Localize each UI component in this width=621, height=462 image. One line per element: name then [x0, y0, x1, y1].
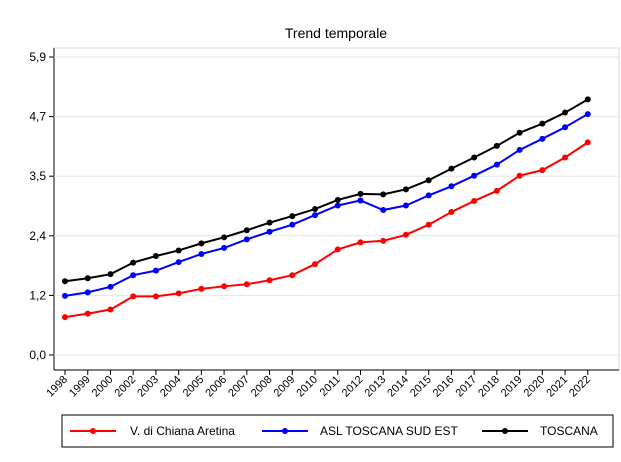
data-point	[62, 292, 68, 299]
legend-label: TOSCANA	[540, 424, 598, 438]
y-tick-label: 2,4	[29, 229, 46, 243]
data-point	[584, 111, 591, 118]
data-point	[334, 202, 341, 209]
data-point	[584, 96, 591, 103]
data-point	[312, 206, 319, 213]
grid-lines	[54, 56, 619, 356]
data-point	[357, 197, 364, 204]
data-point	[357, 190, 364, 197]
data-point	[380, 191, 387, 198]
data-point	[266, 228, 273, 235]
data-point	[175, 259, 182, 266]
data-point	[584, 139, 591, 146]
data-point	[380, 207, 387, 214]
legend-marker	[282, 428, 288, 434]
data-point	[562, 109, 569, 116]
data-point	[402, 186, 409, 193]
y-tick-label: 0,0	[29, 348, 46, 362]
data-point	[221, 283, 228, 290]
legend-marker	[90, 428, 96, 434]
data-point	[448, 165, 455, 172]
series-line	[64, 141, 589, 319]
data-point	[539, 167, 546, 174]
data-point	[516, 172, 523, 179]
data-point	[62, 278, 68, 285]
data-point	[539, 135, 546, 142]
data-point	[562, 124, 569, 131]
data-point	[471, 197, 478, 204]
data-point	[357, 239, 364, 246]
data-point	[448, 183, 455, 190]
data-point	[539, 120, 546, 127]
data-point	[243, 236, 250, 243]
data-point	[312, 212, 319, 219]
data-point	[175, 247, 182, 254]
legend-label: V. di Chiana Aretina	[130, 424, 235, 438]
data-point	[471, 172, 478, 179]
chart-title: Trend temporale	[285, 25, 387, 41]
data-point	[402, 202, 409, 209]
data-point	[289, 213, 296, 220]
data-point	[243, 227, 250, 234]
series-line	[64, 98, 589, 283]
data-point	[107, 306, 114, 313]
y-tick-label: 5,9	[29, 50, 46, 64]
data-point	[107, 283, 114, 290]
data-point	[152, 293, 159, 300]
data-point	[198, 285, 205, 292]
data-point	[152, 253, 159, 260]
data-point	[516, 129, 523, 136]
data-point	[198, 250, 205, 257]
data-point	[84, 310, 91, 317]
data-point	[471, 154, 478, 161]
data-point	[198, 240, 205, 247]
data-point	[493, 142, 500, 149]
data-point	[425, 221, 432, 228]
data-point	[493, 187, 500, 194]
data-point	[130, 259, 137, 266]
data-point	[334, 246, 341, 253]
y-axis-ticks: 0,0 1,2 2,4 3,5 4,7 5,9	[29, 50, 54, 362]
data-point	[312, 261, 319, 268]
data-point	[130, 293, 137, 300]
data-point	[221, 244, 228, 251]
data-point	[448, 209, 455, 216]
data-point	[175, 290, 182, 297]
data-point	[130, 272, 137, 279]
data-point	[493, 161, 500, 168]
y-tick-label: 1,2	[29, 288, 46, 302]
data-point	[425, 192, 432, 199]
data-point	[243, 281, 250, 288]
legend-marker	[502, 428, 508, 434]
data-point	[107, 271, 114, 278]
data-point	[84, 289, 91, 296]
data-point	[402, 231, 409, 238]
y-tick-label: 3,5	[29, 169, 46, 183]
legend: V. di Chiana Aretina ASL TOSCANA SUD EST T…	[61, 414, 614, 448]
data-point	[289, 272, 296, 279]
y-tick-label: 4,7	[29, 110, 46, 124]
data-point	[266, 277, 273, 284]
data-point	[152, 267, 159, 274]
data-point	[62, 314, 68, 321]
legend-label: ASL TOSCANA SUD EST	[320, 424, 458, 438]
data-point	[289, 221, 296, 228]
data-point	[334, 196, 341, 203]
series-lines	[62, 96, 591, 321]
data-point	[516, 146, 523, 153]
data-point	[562, 154, 569, 161]
data-point	[425, 177, 432, 184]
data-point	[221, 234, 228, 241]
data-point	[380, 237, 387, 244]
data-point	[84, 275, 91, 282]
data-point	[266, 219, 273, 226]
series-line	[64, 113, 589, 297]
